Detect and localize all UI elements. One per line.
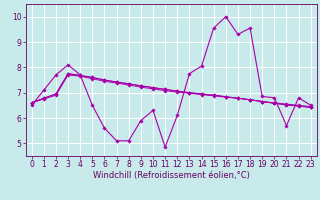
X-axis label: Windchill (Refroidissement éolien,°C): Windchill (Refroidissement éolien,°C) xyxy=(93,171,250,180)
